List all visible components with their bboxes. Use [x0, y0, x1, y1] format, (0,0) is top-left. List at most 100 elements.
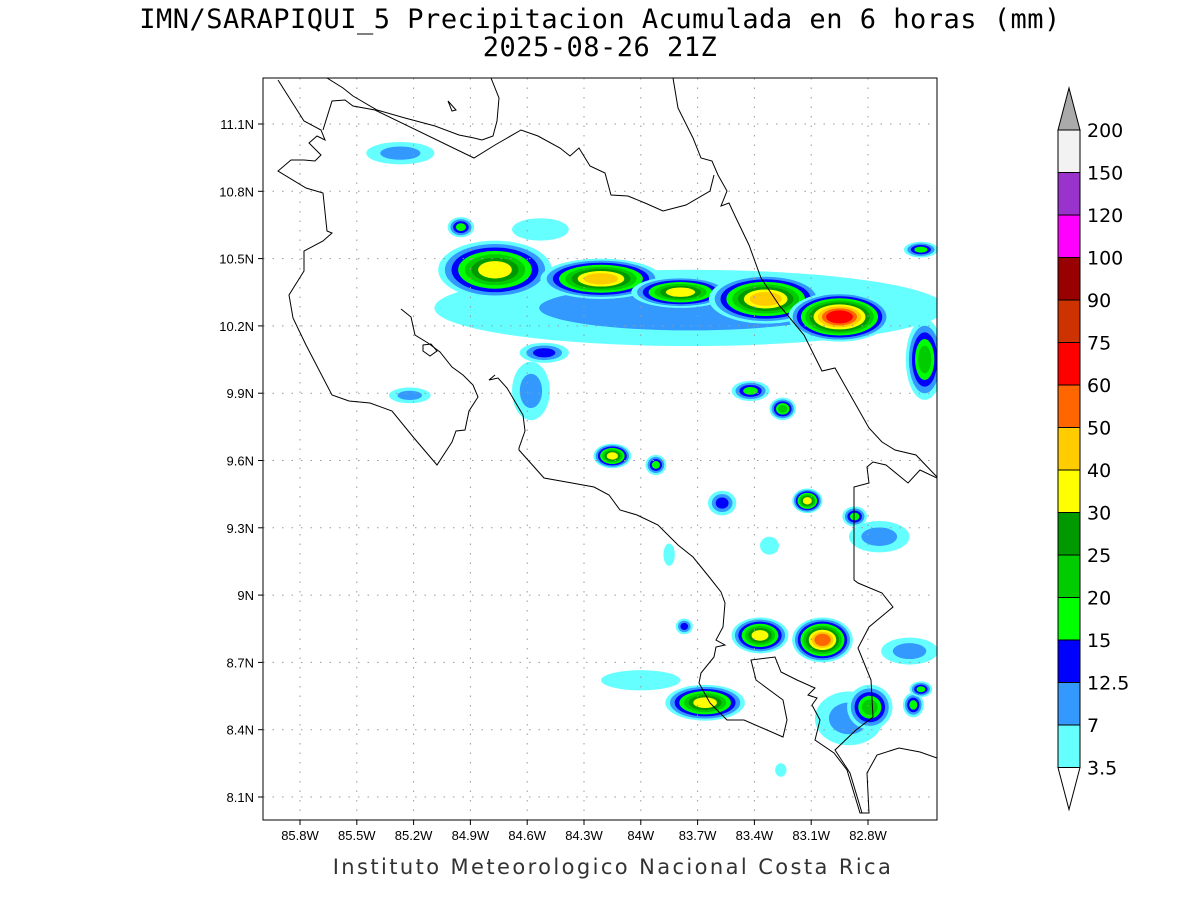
precip-cell — [593, 443, 632, 469]
lon-tick-label: 82.8W — [849, 828, 887, 843]
precip-cell — [731, 380, 770, 402]
lat-tick-label: 8.4N — [227, 723, 254, 738]
precip-cell — [707, 490, 737, 516]
precip-field — [366, 141, 937, 777]
legend-label: 60 — [1087, 375, 1111, 397]
precip-contour-30 — [606, 452, 618, 460]
precip-contour-60 — [826, 310, 853, 324]
precip-contour-30 — [802, 497, 812, 505]
precip-contour-15 — [743, 387, 758, 395]
lake-nicaragua-shore — [326, 78, 500, 141]
legend-swatch — [1057, 299, 1081, 343]
lon-tick-label: 85.2W — [395, 828, 433, 843]
precip-cell — [792, 488, 823, 514]
precip-contour-3.5 — [512, 218, 569, 241]
precip-contour-15 — [651, 461, 660, 469]
precip-contour-50 — [814, 633, 831, 646]
legend-over-triangle — [1057, 86, 1081, 131]
lat-tick-label: 10.5N — [219, 252, 254, 267]
lat-tick-label: 9.9N — [227, 386, 254, 401]
legend-swatch — [1057, 172, 1081, 216]
lon-tick-label: 83.7W — [679, 828, 717, 843]
color-legend: 3.5 7 12.5 15 20 25 30 40 50 60 75 90 100 120 150 200 — [1057, 86, 1129, 812]
precip-contour-15 — [914, 246, 928, 253]
legend-swatch — [1057, 384, 1081, 428]
lat-tick-label: 11.1N — [220, 117, 254, 132]
precip-contour-7 — [397, 390, 423, 401]
legend-label: 75 — [1087, 333, 1111, 355]
legend-label: 90 — [1087, 290, 1111, 312]
caribbean-coast — [672, 78, 937, 478]
precip-cell — [512, 361, 550, 421]
precip-cell — [905, 319, 937, 400]
lon-tick-label: 84.6W — [508, 828, 546, 843]
precip-contour-30 — [751, 630, 769, 641]
precip-contour-3.5 — [600, 670, 681, 691]
precip-contour-7 — [892, 643, 927, 660]
precip-cell — [388, 387, 431, 404]
legend-swatch — [1057, 724, 1081, 768]
precip-contour-12.5 — [533, 348, 556, 358]
legend-label: 25 — [1087, 545, 1111, 567]
precip-cell — [903, 241, 937, 258]
legend-swatch — [1057, 469, 1081, 513]
nicaragua-costa-rica-border — [322, 99, 715, 212]
legend-label: 7 — [1087, 715, 1099, 737]
precip-contour-15 — [909, 700, 918, 710]
legend-label: 3.5 — [1087, 758, 1117, 780]
precip-cell — [881, 637, 937, 665]
precip-cell — [775, 763, 787, 777]
legend-label: 150 — [1087, 163, 1123, 185]
lon-tick-label: 85.8W — [281, 828, 319, 843]
precip-cell — [847, 684, 893, 730]
precip-contour-20 — [778, 405, 788, 413]
precip-contour-7 — [380, 146, 421, 160]
precip-contour-15 — [455, 223, 467, 232]
precip-contour-30 — [665, 287, 696, 297]
precip-cell — [848, 521, 910, 553]
lon-tick-label: 84.9W — [452, 828, 490, 843]
axis-ticks: 85.8W 85.5W 85.2W 84.9W 84.6W 84.3W 84W 83.7W 83… — [219, 117, 887, 843]
precip-cell — [366, 141, 435, 165]
precip-contour-3.5 — [775, 763, 787, 777]
precip-cell — [512, 218, 569, 241]
precip-contour-15 — [916, 686, 926, 693]
precip-cell — [731, 617, 789, 654]
precip-cell — [842, 506, 867, 527]
precip-cell — [759, 536, 779, 555]
legend-swatch — [1057, 554, 1081, 598]
legend-swatch — [1057, 682, 1081, 726]
legend-swatch — [1057, 639, 1081, 683]
lat-tick-label: 9N — [237, 588, 254, 603]
precip-cell — [645, 454, 667, 476]
precip-contour-7 — [861, 527, 898, 546]
lon-tick-label: 84W — [627, 828, 654, 843]
legend-swatch — [1057, 512, 1081, 556]
precip-contour-12.5 — [715, 497, 729, 509]
legend-swatch — [1057, 214, 1081, 258]
legend-label: 120 — [1087, 205, 1123, 227]
precip-cell — [631, 276, 730, 308]
legend-label: 12.5 — [1087, 673, 1129, 695]
chart-datetime: 2025-08-26 21Z — [482, 32, 718, 63]
precip-cell — [600, 670, 681, 691]
legend-label: 100 — [1087, 248, 1123, 270]
precip-contour-15 — [849, 512, 860, 521]
lat-tick-label: 9.6N — [227, 454, 254, 469]
precip-contour-30 — [693, 697, 717, 709]
lake-island — [447, 100, 457, 112]
legend-label: 30 — [1087, 503, 1111, 525]
precip-cell — [540, 258, 662, 299]
footer-credit: Instituto Meteorologico Nacional Costa R… — [332, 855, 894, 879]
legend-swatch — [1057, 597, 1081, 641]
lat-tick-label: 8.1N — [227, 790, 254, 805]
precip-cell — [909, 681, 933, 698]
legend-label: 200 — [1087, 120, 1123, 142]
precip-contour-40 — [749, 291, 782, 306]
precip-cell — [792, 617, 853, 663]
legend-swatch — [1057, 427, 1081, 471]
costa-rica-panama-border — [834, 461, 937, 814]
precip-cell — [675, 618, 693, 635]
lon-tick-label: 83.4W — [736, 828, 774, 843]
